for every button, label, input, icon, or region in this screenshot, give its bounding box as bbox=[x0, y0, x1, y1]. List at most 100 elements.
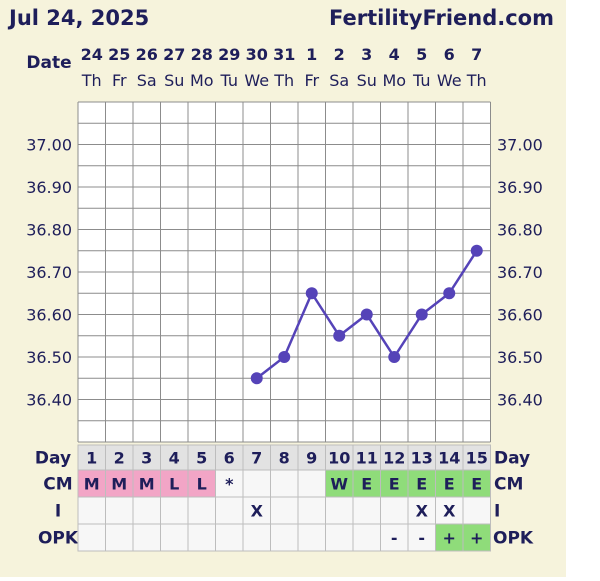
opk-cell bbox=[435, 523, 464, 552]
day-cell-text: 1 bbox=[86, 449, 97, 468]
weekday-label: Su bbox=[357, 71, 377, 90]
cm-cell-text: W bbox=[330, 475, 348, 494]
day-cell bbox=[435, 444, 464, 471]
temperature-point bbox=[388, 351, 401, 363]
temperature-point bbox=[470, 244, 483, 257]
y-tick-label-left: 36.60 bbox=[26, 306, 72, 325]
y-tick-label-right: 36.40 bbox=[497, 391, 543, 410]
opk-cell bbox=[160, 523, 189, 552]
intercourse-cell-text: X bbox=[416, 502, 429, 521]
y-tick-label-left: 36.80 bbox=[26, 221, 72, 240]
date-label: 4 bbox=[389, 45, 400, 64]
temperature-point bbox=[278, 351, 291, 363]
y-tick-label-right: 36.60 bbox=[497, 306, 543, 325]
weekday-label: We bbox=[437, 71, 462, 90]
day-cell-text: 10 bbox=[328, 449, 350, 468]
cm-cell-text: L bbox=[197, 475, 207, 494]
intercourse-cell bbox=[242, 496, 271, 525]
weekday-label: Fr bbox=[112, 71, 127, 90]
chart-date: Jul 24, 2025 bbox=[9, 6, 150, 30]
opk-cell bbox=[77, 523, 106, 552]
intercourse-cell bbox=[435, 496, 464, 525]
cm-cell-text: M bbox=[84, 475, 100, 494]
opk-cell bbox=[105, 523, 134, 552]
day-cell bbox=[242, 444, 271, 471]
cm-cell bbox=[242, 469, 271, 498]
day-cell-text: 5 bbox=[196, 449, 207, 468]
cm-cell-text: E bbox=[444, 475, 455, 494]
cm-cell bbox=[270, 469, 299, 498]
opk-cell bbox=[325, 523, 354, 552]
day-cell bbox=[325, 444, 354, 471]
intercourse-cell-text: X bbox=[443, 502, 456, 521]
date-label: 1 bbox=[306, 45, 317, 64]
day-cell-text: 2 bbox=[114, 449, 125, 468]
day-cell-text: 12 bbox=[383, 449, 405, 468]
cm-cell-text: L bbox=[169, 475, 179, 494]
y-tick-label-right: 37.00 bbox=[497, 136, 543, 155]
cm-cell-text: E bbox=[471, 475, 482, 494]
day-cell-text: 15 bbox=[466, 449, 488, 468]
cm-row-label-right: CM bbox=[494, 475, 523, 495]
opk-cell bbox=[380, 523, 409, 552]
weekday-label: Mo bbox=[382, 71, 406, 90]
weekday-label: Tu bbox=[220, 71, 238, 90]
date-label: 28 bbox=[191, 45, 213, 64]
date-label: 5 bbox=[416, 45, 427, 64]
cm-cell bbox=[407, 469, 436, 498]
opk-cell-text: + bbox=[470, 529, 483, 548]
intercourse-cell bbox=[297, 496, 326, 525]
date-label: 29 bbox=[218, 45, 240, 64]
day-cell-text: 8 bbox=[279, 449, 290, 468]
weekday-label: Fr bbox=[304, 71, 319, 90]
cm-cell bbox=[215, 469, 244, 498]
date-label: 7 bbox=[471, 45, 482, 64]
opk-cell-text: + bbox=[443, 529, 456, 548]
day-row-label-left: Day bbox=[35, 449, 71, 469]
day-cell bbox=[105, 444, 134, 471]
weekday-label: Th bbox=[81, 71, 102, 90]
opk-row-label-left: OPK bbox=[38, 529, 79, 549]
weekday-label: Th bbox=[273, 71, 294, 90]
day-cell-text: 6 bbox=[224, 449, 235, 468]
day-cell bbox=[187, 444, 216, 471]
weekday-label: Sa bbox=[137, 71, 157, 90]
day-row-label-right: Day bbox=[494, 449, 530, 469]
intercourse-cell bbox=[380, 496, 409, 525]
cm-cell bbox=[380, 469, 409, 498]
weekday-label: Mo bbox=[190, 71, 214, 90]
y-tick-label-right: 36.50 bbox=[497, 348, 543, 367]
date-label: 31 bbox=[273, 45, 295, 64]
opk-cell bbox=[132, 523, 161, 552]
intercourse-cell bbox=[325, 496, 354, 525]
weekday-label: We bbox=[244, 71, 269, 90]
y-tick-label-right: 36.70 bbox=[497, 263, 543, 282]
y-tick-label-left: 36.40 bbox=[26, 391, 72, 410]
date-label: 27 bbox=[163, 45, 185, 64]
y-tick-label-right: 36.90 bbox=[497, 178, 543, 197]
weekday-label: Sa bbox=[329, 71, 349, 90]
intercourse-cell bbox=[462, 496, 491, 525]
day-cell-text: 13 bbox=[411, 449, 433, 468]
date-row-label: Date bbox=[26, 53, 71, 73]
temperature-point bbox=[333, 329, 346, 342]
y-tick-label-left: 37.00 bbox=[26, 136, 72, 155]
cm-cell-text: M bbox=[139, 475, 155, 494]
intercourse-cell-text: X bbox=[251, 502, 264, 521]
intercourse-row-label-left: I bbox=[55, 502, 61, 522]
brand-name: FertilityFriend.com bbox=[329, 6, 554, 30]
day-cell-text: 3 bbox=[141, 449, 152, 468]
opk-cell bbox=[352, 523, 381, 552]
day-cell-text: 4 bbox=[169, 449, 180, 468]
weekday-label: Tu bbox=[412, 71, 430, 90]
date-label: 25 bbox=[108, 45, 130, 64]
opk-row-label-right: OPK bbox=[493, 529, 534, 549]
opk-cell bbox=[215, 523, 244, 552]
opk-cell bbox=[270, 523, 299, 552]
opk-cell bbox=[242, 523, 271, 552]
temperature-point bbox=[305, 287, 318, 300]
intercourse-cell bbox=[105, 496, 134, 525]
day-cell-text: 9 bbox=[306, 449, 317, 468]
day-cell-text: 14 bbox=[438, 449, 460, 468]
intercourse-cell bbox=[215, 496, 244, 525]
